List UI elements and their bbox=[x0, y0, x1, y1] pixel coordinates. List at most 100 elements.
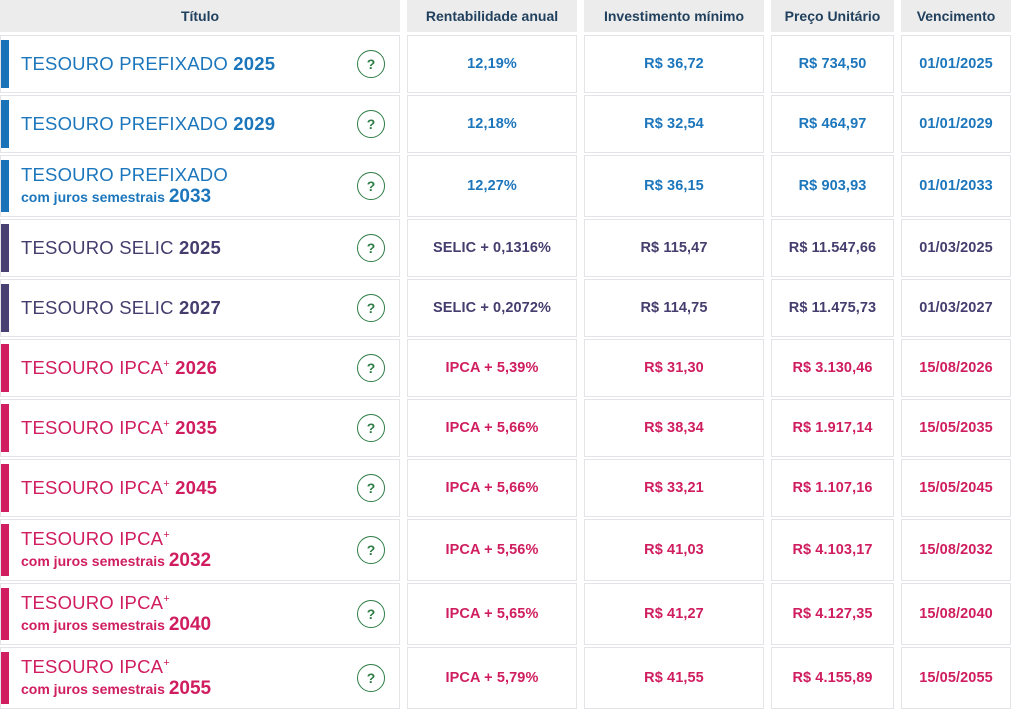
bond-min-investment: R$ 33,21 bbox=[584, 459, 764, 517]
table-row: TESOURO IPCA+ com juros semestrais 2032 … bbox=[0, 519, 1011, 581]
bond-maturity: 15/05/2035 bbox=[901, 399, 1011, 457]
table-row: TESOURO PREFIXADO 2029 ? 12,18% R$ 32,54… bbox=[0, 95, 1011, 153]
help-icon[interactable]: ? bbox=[357, 600, 385, 628]
bond-title: TESOURO PREFIXADO 2025 bbox=[21, 53, 275, 74]
help-icon[interactable]: ? bbox=[357, 172, 385, 200]
bond-title-cell: TESOURO IPCA+ 2026 ? bbox=[0, 339, 400, 397]
bond-title: TESOURO SELIC 2027 bbox=[21, 297, 221, 318]
bond-unit-price: R$ 4.103,17 bbox=[771, 519, 894, 581]
bond-title-cell: TESOURO IPCA+ com juros semestrais 2055 … bbox=[0, 647, 400, 709]
plus-superscript: + bbox=[163, 358, 170, 371]
plus-superscript: + bbox=[163, 528, 170, 541]
bond-qualifier-line: com juros semestrais 2032 bbox=[21, 550, 212, 572]
table-row: TESOURO IPCA+ 2045 ? IPCA + 5,66% R$ 33,… bbox=[0, 459, 1011, 517]
column-header-title: Título bbox=[0, 0, 400, 32]
table-body: TESOURO PREFIXADO 2025 ? 12,19% R$ 36,72… bbox=[0, 35, 1011, 709]
bond-title: TESOURO IPCA+ 2045 bbox=[21, 477, 217, 498]
bond-title-cell: TESOURO PREFIXADO com juros semestrais 2… bbox=[0, 155, 400, 217]
bond-maturity: 15/08/2026 bbox=[901, 339, 1011, 397]
plus-superscript: + bbox=[163, 656, 170, 669]
bond-min-investment: R$ 41,55 bbox=[584, 647, 764, 709]
bond-color-bar bbox=[1, 40, 9, 88]
bond-min-investment: R$ 36,72 bbox=[584, 35, 764, 93]
plus-superscript: + bbox=[163, 418, 170, 431]
bond-color-bar bbox=[1, 160, 9, 212]
bond-color-bar bbox=[1, 588, 9, 640]
bond-rate: IPCA + 5,66% bbox=[407, 399, 577, 457]
bond-title-cell: TESOURO IPCA+ com juros semestrais 2032 … bbox=[0, 519, 400, 581]
bond-title: TESOURO IPCA+ 2026 bbox=[21, 357, 217, 378]
bond-title-cell: TESOURO PREFIXADO 2025 ? bbox=[0, 35, 400, 93]
bond-name-line: TESOURO IPCA+ bbox=[21, 655, 170, 677]
bond-title-cell: TESOURO SELIC 2027 ? bbox=[0, 279, 400, 337]
bond-min-investment: R$ 36,15 bbox=[584, 155, 764, 217]
bond-min-investment: R$ 32,54 bbox=[584, 95, 764, 153]
bond-unit-price: R$ 4.127,35 bbox=[771, 583, 894, 645]
column-header-maturity: Vencimento bbox=[901, 0, 1011, 32]
bond-rate: IPCA + 5,39% bbox=[407, 339, 577, 397]
bond-color-bar bbox=[1, 652, 9, 704]
bond-name-line: TESOURO PREFIXADO 2025 bbox=[21, 53, 276, 75]
bond-title-cell: TESOURO IPCA+ 2045 ? bbox=[0, 459, 400, 517]
bond-name-line: TESOURO IPCA+ 2026 bbox=[21, 357, 218, 379]
table-row: TESOURO IPCA+ 2035 ? IPCA + 5,66% R$ 38,… bbox=[0, 399, 1011, 457]
bond-min-investment: R$ 114,75 bbox=[584, 279, 764, 337]
bond-title: TESOURO IPCA+ com juros semestrais 2032 bbox=[21, 528, 211, 572]
bond-rate: 12,19% bbox=[407, 35, 577, 93]
help-icon[interactable]: ? bbox=[357, 414, 385, 442]
bond-color-bar bbox=[1, 524, 9, 576]
column-header-unit-price: Preço Unitário bbox=[771, 0, 894, 32]
bond-maturity: 01/01/2025 bbox=[901, 35, 1011, 93]
table-row: TESOURO PREFIXADO com juros semestrais 2… bbox=[0, 155, 1011, 217]
bond-name-line: TESOURO IPCA+ 2035 bbox=[21, 417, 218, 439]
bond-unit-price: R$ 903,93 bbox=[771, 155, 894, 217]
help-icon[interactable]: ? bbox=[357, 294, 385, 322]
table-row: TESOURO SELIC 2027 ? SELIC + 0,2072% R$ … bbox=[0, 279, 1011, 337]
bond-maturity: 01/01/2029 bbox=[901, 95, 1011, 153]
bond-color-bar bbox=[1, 464, 9, 512]
bond-rate: IPCA + 5,56% bbox=[407, 519, 577, 581]
bond-name-line: TESOURO IPCA+ 2045 bbox=[21, 477, 218, 499]
bond-qualifier-line: com juros semestrais 2055 bbox=[21, 678, 212, 700]
bond-title: TESOURO PREFIXADO 2029 bbox=[21, 113, 275, 134]
bond-rate: IPCA + 5,66% bbox=[407, 459, 577, 517]
bond-maturity: 01/03/2025 bbox=[901, 219, 1011, 277]
bond-rate: SELIC + 0,2072% bbox=[407, 279, 577, 337]
bond-rate: SELIC + 0,1316% bbox=[407, 219, 577, 277]
bond-unit-price: R$ 11.475,73 bbox=[771, 279, 894, 337]
help-icon[interactable]: ? bbox=[357, 536, 385, 564]
help-icon[interactable]: ? bbox=[357, 50, 385, 78]
help-icon[interactable]: ? bbox=[357, 664, 385, 692]
bond-min-investment: R$ 31,30 bbox=[584, 339, 764, 397]
bond-color-bar bbox=[1, 284, 9, 332]
bond-name-line: TESOURO IPCA+ bbox=[21, 591, 170, 613]
bond-maturity: 15/05/2055 bbox=[901, 647, 1011, 709]
bond-rate: 12,27% bbox=[407, 155, 577, 217]
bond-title: TESOURO IPCA+ 2035 bbox=[21, 417, 217, 438]
help-icon[interactable]: ? bbox=[357, 110, 385, 138]
table-row: TESOURO SELIC 2025 ? SELIC + 0,1316% R$ … bbox=[0, 219, 1011, 277]
bond-rate: IPCA + 5,65% bbox=[407, 583, 577, 645]
table-row: TESOURO PREFIXADO 2025 ? 12,19% R$ 36,72… bbox=[0, 35, 1011, 93]
table-row: TESOURO IPCA+ com juros semestrais 2040 … bbox=[0, 583, 1011, 645]
bond-unit-price: R$ 11.547,66 bbox=[771, 219, 894, 277]
plus-superscript: + bbox=[163, 478, 170, 491]
bond-min-investment: R$ 41,03 bbox=[584, 519, 764, 581]
bond-name-line: TESOURO SELIC 2025 bbox=[21, 237, 221, 259]
bond-min-investment: R$ 38,34 bbox=[584, 399, 764, 457]
bond-unit-price: R$ 1.107,16 bbox=[771, 459, 894, 517]
bond-name-line: TESOURO PREFIXADO bbox=[21, 163, 228, 185]
help-icon[interactable]: ? bbox=[357, 234, 385, 262]
bond-title-cell: TESOURO PREFIXADO 2029 ? bbox=[0, 95, 400, 153]
help-icon[interactable]: ? bbox=[357, 474, 385, 502]
plus-superscript: + bbox=[163, 592, 170, 605]
help-icon[interactable]: ? bbox=[357, 354, 385, 382]
bond-title-cell: TESOURO IPCA+ 2035 ? bbox=[0, 399, 400, 457]
bond-title-cell: TESOURO SELIC 2025 ? bbox=[0, 219, 400, 277]
bond-unit-price: R$ 3.130,46 bbox=[771, 339, 894, 397]
bond-name-line: TESOURO IPCA+ bbox=[21, 527, 170, 549]
bond-qualifier-line: com juros semestrais 2040 bbox=[21, 614, 212, 636]
bond-maturity: 01/01/2033 bbox=[901, 155, 1011, 217]
bond-min-investment: R$ 41,27 bbox=[584, 583, 764, 645]
